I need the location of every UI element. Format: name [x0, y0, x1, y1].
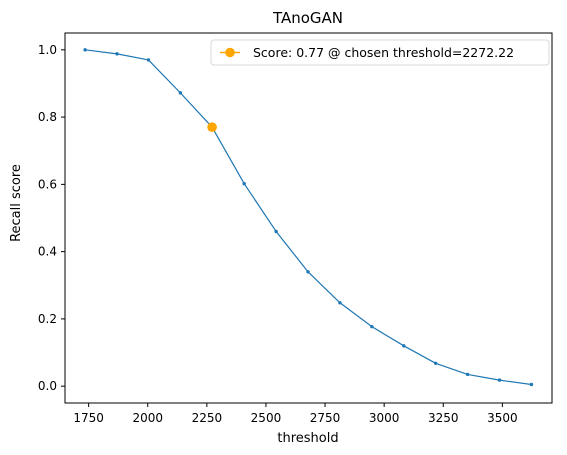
recall-series-point — [338, 301, 342, 305]
x-tick-label: 2000 — [132, 411, 163, 425]
y-axis-label: Recall score — [9, 164, 24, 242]
y-tick-label: 0.2 — [38, 312, 57, 326]
recall-series-point — [242, 181, 246, 186]
x-tick-label: 3500 — [487, 411, 518, 425]
x-tick-label: 3250 — [428, 411, 459, 425]
legend: Score: 0.77 @ chosen threshold=2272.22 — [210, 39, 550, 66]
recall-series-point — [529, 382, 534, 387]
plot-background — [65, 33, 552, 403]
x-tick-label: 3000 — [369, 411, 400, 425]
recall-series-point — [370, 324, 374, 329]
recall-series-point — [83, 48, 87, 52]
recall-series-point — [402, 344, 406, 348]
plot-frame — [64, 32, 553, 404]
recall-series-point — [306, 270, 310, 274]
recall-series-point — [115, 52, 119, 56]
recall-series-point — [497, 378, 502, 382]
recall-series-point — [178, 91, 183, 95]
recall-series-point — [274, 229, 278, 234]
x-tick-label: 2500 — [251, 411, 282, 425]
legend-box — [210, 39, 550, 66]
y-tick-label: 1.0 — [38, 43, 57, 57]
chart-title: TAnoGAN — [272, 9, 343, 27]
recall-series-point — [433, 361, 438, 366]
x-tick-label: 2750 — [310, 411, 341, 425]
chosen-threshold-point — [207, 122, 217, 132]
x-axis-label: threshold — [277, 431, 338, 446]
y-tick-label: 0.4 — [38, 245, 57, 259]
legend-marker-swatch — [225, 47, 235, 58]
recall-series-point — [146, 58, 151, 62]
x-tick-label: 2250 — [192, 411, 223, 425]
legend-label: Score: 0.77 @ chosen threshold=2272.22 — [253, 45, 514, 60]
plot-area: 1750 2000 2250 2500 2750 3000 3250 3500 0.0 0.2 0.… — [38, 32, 553, 425]
y-tick-label: 0.0 — [38, 379, 57, 393]
x-tick-label: 1750 — [73, 411, 104, 425]
y-tick-label: 0.6 — [38, 177, 57, 191]
y-tick-label: 0.8 — [38, 110, 57, 124]
recall-series-point — [465, 372, 470, 377]
